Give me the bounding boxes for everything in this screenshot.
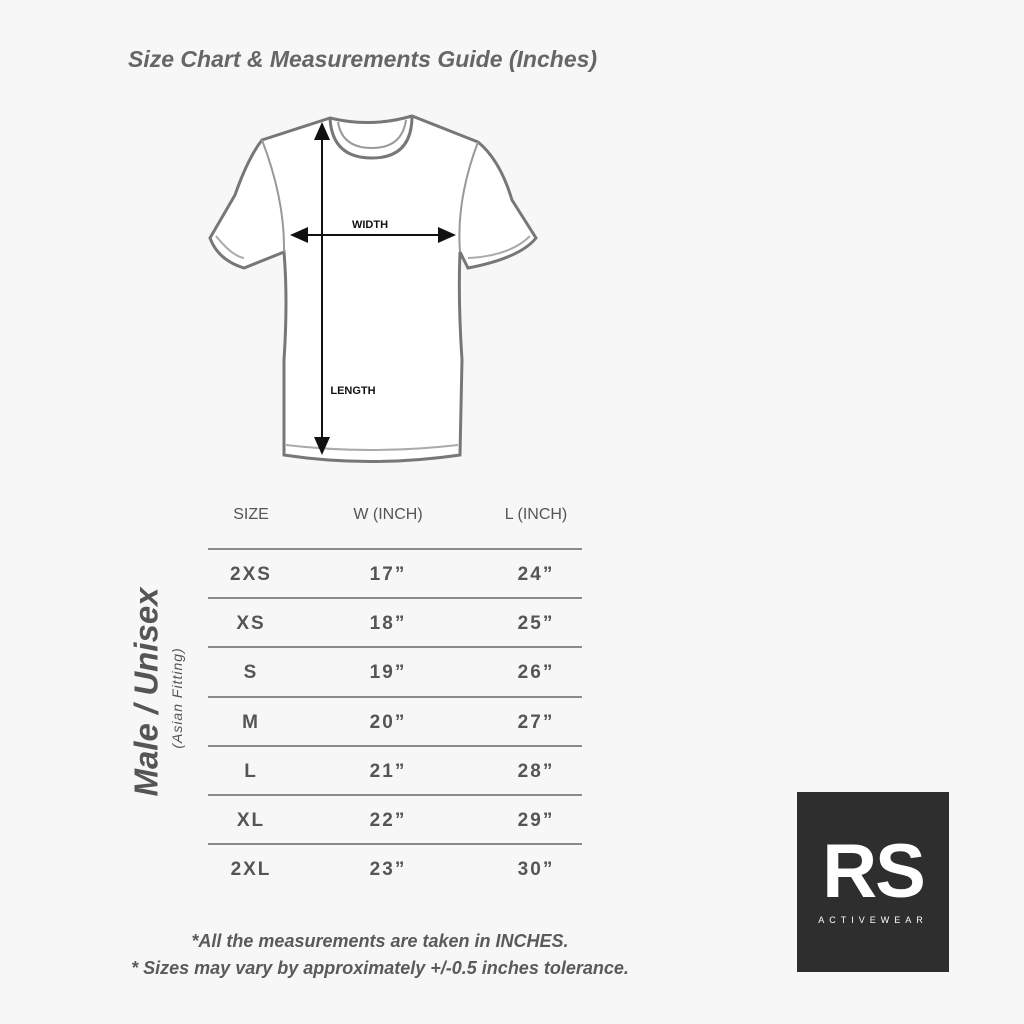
length-label: LENGTH [330, 385, 375, 397]
cell-length: 25” [517, 613, 555, 635]
page-title: Size Chart & Measurements Guide (Inches) [128, 46, 598, 72]
row-divider [208, 646, 582, 649]
header-width: W (INCH) [353, 506, 423, 523]
tshirt-outline [208, 114, 538, 463]
cell-width: 23” [369, 859, 407, 881]
row-divider [208, 695, 582, 698]
cell-size: 2XS [230, 564, 272, 585]
header-size: SIZE [233, 506, 269, 523]
category-label: Male / Unisex [127, 587, 165, 797]
cell-width: 21” [369, 760, 407, 782]
logo-text: RS [822, 829, 926, 914]
row-divider [208, 548, 582, 550]
cell-width: 22” [369, 810, 407, 831]
note-tolerance: * Sizes may vary by approximately +/-0.5… [131, 958, 629, 978]
cell-length: 29” [517, 810, 555, 831]
cell-length: 27” [517, 711, 555, 733]
cell-size: L [244, 760, 258, 782]
cell-width: 20” [369, 711, 407, 733]
row-divider [208, 597, 582, 600]
logo-subtext: ACTIVEWEAR [818, 915, 928, 925]
cell-width: 19” [369, 662, 407, 684]
cell-size: M [242, 711, 260, 733]
fit-label: (Asian Fitting) [169, 647, 185, 749]
width-label: WIDTH [352, 219, 388, 231]
cell-size: S [243, 662, 259, 684]
brand-logo: RS ACTIVEWEAR [797, 792, 949, 972]
row-divider [208, 744, 582, 747]
header-length: L (INCH) [504, 506, 568, 523]
note-inches: *All the measurements are taken in INCHE… [191, 931, 569, 951]
cell-size: 2XL [230, 859, 272, 881]
cell-width: 17” [369, 564, 407, 585]
row-divider [208, 794, 582, 796]
cell-size: XS [236, 613, 266, 635]
cell-length: 30” [517, 859, 555, 881]
cell-length: 26” [517, 662, 555, 684]
row-divider [208, 843, 582, 846]
cell-width: 18” [369, 613, 407, 635]
cell-length: 24” [517, 564, 555, 585]
cell-size: XL [236, 810, 266, 831]
cell-length: 28” [517, 760, 555, 782]
